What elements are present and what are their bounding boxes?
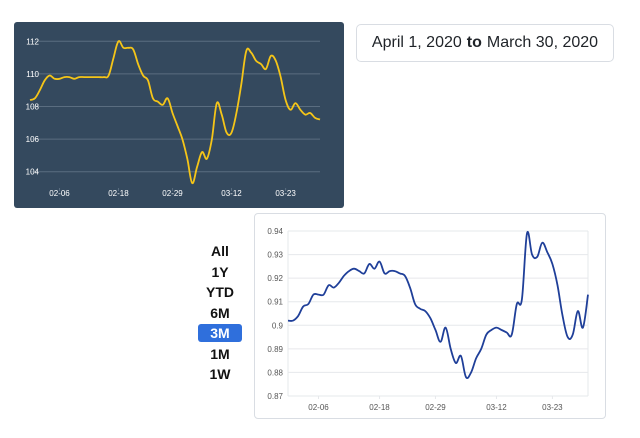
x-tick-label: 03-23 [275, 189, 296, 198]
x-tick-label: 02-18 [108, 189, 129, 198]
x-tick-label: 02-06 [308, 403, 329, 412]
y-tick-label: 108 [26, 102, 40, 111]
range-button-6m[interactable]: 6M [210, 304, 230, 321]
x-tick-label: 02-06 [49, 189, 70, 198]
range-button-1w[interactable]: 1W [209, 366, 231, 382]
y-tick-label: 0.91 [267, 298, 283, 307]
series-line [287, 230, 589, 380]
y-tick-label: 106 [26, 135, 40, 144]
range-button-1y[interactable]: 1Y [211, 263, 229, 280]
series-line [29, 40, 321, 185]
range-button-3m[interactable]: 3M [198, 324, 242, 342]
y-tick-label: 0.87 [267, 392, 283, 401]
light-chart-svg: 0.87 0.88 0.89 0.9 0.91 0.92 0.93 0.94 02-06 02-1… [267, 227, 589, 412]
date-range-start: April 1, 2020 [371, 34, 462, 51]
light-line-chart: 0.87 0.88 0.89 0.9 0.91 0.92 0.93 0.94 02-06 02-1… [254, 213, 606, 419]
x-tick-label: 03-12 [221, 189, 242, 198]
x-tick-label: 03-12 [486, 403, 507, 412]
x-tick-label: 02-18 [369, 403, 390, 412]
range-button-ytd[interactable]: YTD [206, 284, 234, 300]
date-range-display: April 1, 2020 to March 30, 2020 [356, 24, 614, 62]
y-tick-label: 0.93 [267, 251, 283, 260]
y-tick-label: 0.94 [267, 227, 283, 236]
date-range-end: March 30, 2020 [486, 34, 599, 51]
y-tick-label: 0.9 [272, 321, 284, 330]
y-tick-label: 0.89 [267, 345, 283, 354]
y-tick-label: 0.88 [267, 368, 283, 377]
x-tick-label: 03-23 [542, 403, 563, 412]
dark-chart-svg: 104 106 108 110 112 02-06 02-18 02-29 03-12 03-23 [26, 37, 321, 198]
date-range-connector: to [466, 34, 482, 51]
y-tick-label: 110 [26, 70, 39, 79]
y-tick-label: 0.92 [267, 274, 283, 283]
range-button-1m[interactable]: 1M [210, 345, 230, 362]
y-tick-label: 104 [26, 168, 40, 177]
x-tick-label: 02-29 [162, 189, 183, 198]
range-button-all[interactable]: All [211, 243, 229, 259]
range-selector: All 1Y YTD 6M 3M 1M 1W [196, 242, 244, 386]
x-tick-label: 02-29 [425, 403, 446, 412]
dark-line-chart: 104 106 108 110 112 02-06 02-18 02-29 03-12 03-23 [14, 22, 344, 208]
y-tick-label: 112 [26, 37, 39, 46]
